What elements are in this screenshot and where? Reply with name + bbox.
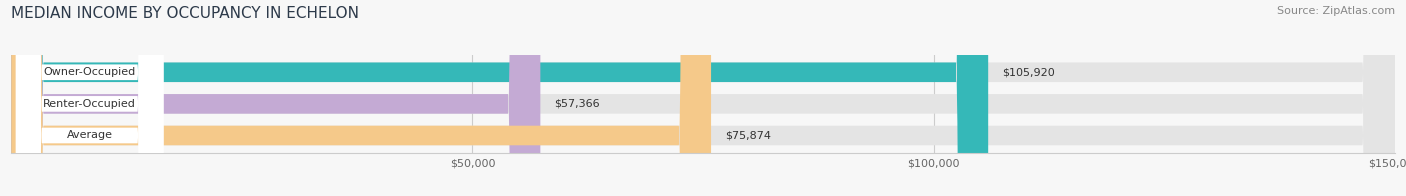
Text: Owner-Occupied: Owner-Occupied [44, 67, 136, 77]
Text: Average: Average [66, 131, 112, 141]
Text: $75,874: $75,874 [725, 131, 770, 141]
FancyBboxPatch shape [11, 0, 1395, 196]
Text: MEDIAN INCOME BY OCCUPANCY IN ECHELON: MEDIAN INCOME BY OCCUPANCY IN ECHELON [11, 6, 360, 21]
FancyBboxPatch shape [15, 0, 163, 196]
FancyBboxPatch shape [15, 0, 163, 196]
Text: Source: ZipAtlas.com: Source: ZipAtlas.com [1277, 6, 1395, 16]
Text: $105,920: $105,920 [1002, 67, 1054, 77]
Text: $57,366: $57,366 [554, 99, 600, 109]
Text: Renter-Occupied: Renter-Occupied [44, 99, 136, 109]
FancyBboxPatch shape [15, 0, 163, 196]
FancyBboxPatch shape [11, 0, 988, 196]
FancyBboxPatch shape [11, 0, 540, 196]
FancyBboxPatch shape [11, 0, 1395, 196]
FancyBboxPatch shape [11, 0, 1395, 196]
FancyBboxPatch shape [11, 0, 711, 196]
